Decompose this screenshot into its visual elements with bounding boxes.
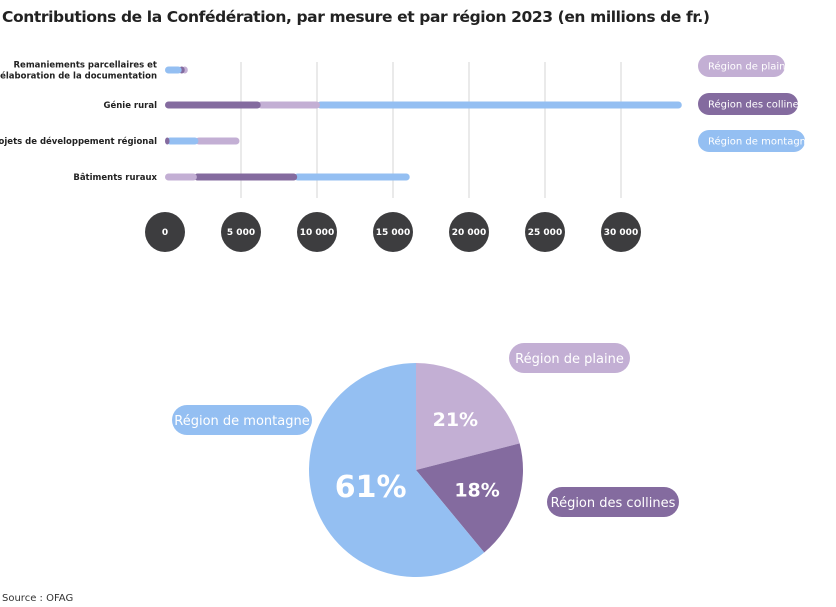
pie-label-collines: 18%: [454, 479, 499, 501]
bar-segment-plaine: [165, 173, 197, 181]
pie-legend-label-plaine: Région de plaine: [515, 352, 624, 367]
x-tick-bubble: [525, 212, 565, 252]
legend-label-plaine: Région de plaine: [708, 61, 792, 73]
x-tick-label: 15 000: [376, 228, 410, 238]
bar-segment-collines: [165, 137, 170, 145]
pie-slice-plaine: [416, 363, 520, 470]
source-note: Source : OFAG: [2, 593, 74, 604]
x-tick-label: 10 000: [300, 228, 334, 238]
x-tick-label: 20 000: [452, 228, 486, 238]
x-tick-bubble: [601, 212, 641, 252]
x-tick-label: 30 000: [604, 228, 638, 238]
chart-title: Contributions de la Confédération, par m…: [2, 8, 710, 26]
x-tick-label: 25 000: [528, 228, 562, 238]
legend-pill-montagne: [698, 130, 805, 152]
legend-pill-plaine: [698, 55, 785, 77]
category-label: Génie rural: [103, 100, 157, 111]
category-label: Bâtiments ruraux: [73, 173, 157, 183]
bar-segment-collines: [165, 101, 261, 109]
x-tick-bubble: [297, 212, 337, 252]
x-tick-bubble: [221, 212, 261, 252]
pie-legend-label-montagne: Région de montagne: [174, 414, 309, 429]
bar-segment-montagne: [317, 101, 682, 109]
category-label: Projets de développement régional: [0, 136, 157, 147]
bar-segment-montagne: [165, 66, 182, 74]
x-tick-label: 5 000: [227, 228, 255, 238]
x-tick-bubble: [145, 212, 185, 252]
pie-slice-collines: [416, 443, 523, 553]
pie-label-plaine: 21%: [433, 409, 478, 431]
category-label: élaboration de la documentation: [0, 71, 157, 82]
pie-legend-label-collines: Région des collines: [551, 496, 676, 511]
legend-pill-collines: [698, 93, 798, 115]
bar-segment-plaine: [257, 101, 320, 109]
bar-segment-montagne: [166, 137, 199, 145]
pie-legend-pill-plaine: [509, 343, 630, 373]
x-tick-bubble: [373, 212, 413, 252]
x-tick-bubble: [449, 212, 489, 252]
legend-label-montagne: Région de montagne: [708, 136, 812, 148]
category-label: Remaniements parcellaires et: [14, 61, 157, 71]
bar-segment-collines: [193, 173, 298, 181]
pie-legend-pill-collines: [547, 487, 679, 517]
pie-label-montagne: 61%: [335, 470, 407, 505]
bar-segment-montagne: [294, 173, 410, 181]
legend-label-collines: Région des collines: [708, 99, 804, 111]
pie-slice-montagne: [309, 363, 485, 577]
pie-legend-pill-montagne: [172, 405, 312, 435]
bar-segment-plaine: [195, 137, 240, 145]
x-tick-label: 0: [162, 228, 168, 238]
